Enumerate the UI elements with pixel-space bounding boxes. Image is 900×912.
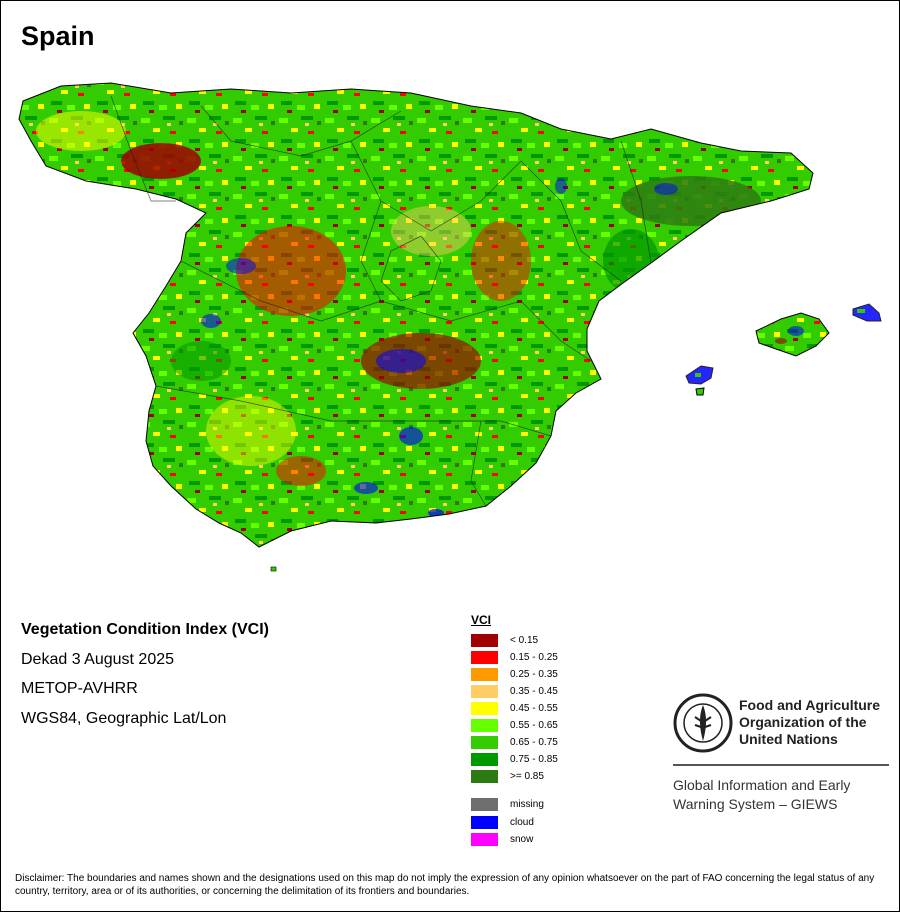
legend-swatch	[471, 736, 498, 749]
legend-label: 0.45 - 0.55	[510, 703, 558, 714]
legend-label: 0.35 - 0.45	[510, 686, 558, 697]
legend-label: 0.55 - 0.65	[510, 720, 558, 731]
legend-label: 0.65 - 0.75	[510, 737, 558, 748]
legend-swatch	[471, 833, 498, 846]
balearic-islands	[685, 303, 882, 396]
dekad-date: Dekad 3 August 2025	[21, 651, 175, 668]
legend-label: < 0.15	[510, 635, 539, 646]
product-name: Vegetation Condition Index (VCI)	[21, 621, 269, 638]
disclaimer-text: Disclaimer: The boundaries and names sho…	[15, 873, 875, 897]
region-boundaries	[110, 95, 652, 507]
legend-swatch	[471, 816, 498, 829]
legend-label: 0.15 - 0.25	[510, 652, 558, 663]
giews-system-name: Global Information and Early Warning Sys…	[673, 777, 851, 812]
sensor-name: METOP-AVHRR	[21, 680, 138, 697]
projection-name: WGS84, Geographic Lat/Lon	[21, 710, 227, 727]
legend-label: >= 0.85	[510, 771, 544, 782]
legend-title: VCI	[471, 613, 492, 627]
north-africa-enclaves	[270, 566, 277, 572]
fao-organization-name: Food and Agriculture Organization of the…	[739, 697, 881, 747]
legend-swatch	[471, 719, 498, 732]
legend-swatch	[471, 798, 498, 811]
mainland-spain	[18, 82, 814, 548]
legend-swatch	[471, 634, 498, 647]
legend-swatch	[471, 702, 498, 715]
divider	[673, 764, 889, 766]
legend-swatch	[471, 685, 498, 698]
map-title: Spain	[21, 21, 95, 51]
legend-swatch	[471, 668, 498, 681]
legend-label: cloud	[510, 817, 534, 828]
legend-label: missing	[510, 799, 544, 810]
vci-map	[18, 82, 882, 572]
legend-swatch	[471, 651, 498, 664]
legend-label: 0.25 - 0.35	[510, 669, 558, 680]
fao-logo-icon	[673, 693, 733, 753]
legend-swatch	[471, 770, 498, 783]
legend-swatch	[471, 753, 498, 766]
legend-label: snow	[510, 834, 534, 845]
legend-label: 0.75 - 0.85	[510, 754, 558, 765]
